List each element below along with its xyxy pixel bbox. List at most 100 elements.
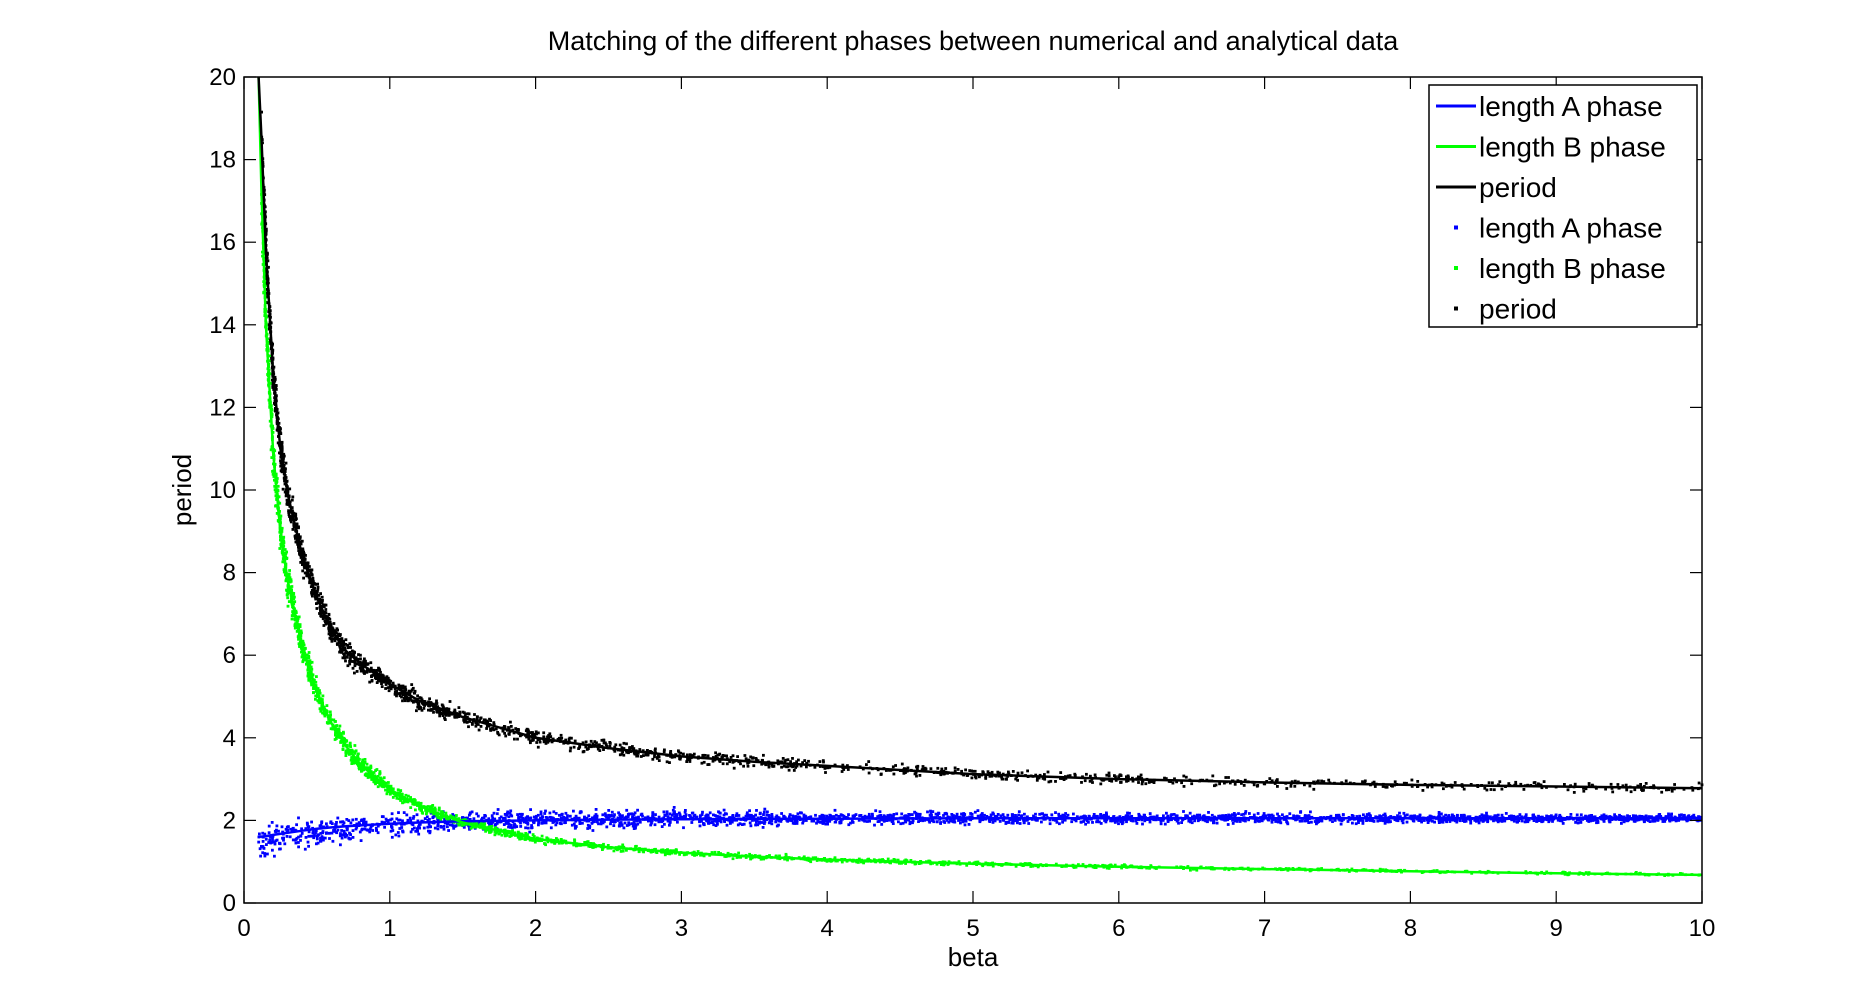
- scatter-point: [492, 723, 496, 727]
- scatter-point: [552, 820, 555, 823]
- scatter-point: [1495, 814, 1499, 818]
- scatter-point: [385, 792, 389, 796]
- scatter-point: [1579, 813, 1583, 817]
- scatter-point: [1634, 814, 1637, 818]
- scatter-point: [362, 822, 365, 825]
- scatter-point: [1462, 787, 1466, 791]
- scatter-point: [1149, 815, 1153, 819]
- scatter-point: [510, 826, 514, 830]
- scatter-point: [722, 813, 726, 817]
- chart-title: Matching of the different phases between…: [548, 26, 1400, 56]
- scatter-point: [1550, 814, 1553, 818]
- scatter-point: [1128, 811, 1131, 815]
- scatter-point: [1620, 822, 1623, 825]
- scatter-point: [521, 816, 525, 820]
- scatter-point: [1486, 819, 1490, 823]
- scatter-point: [370, 775, 373, 779]
- scatter-point: [592, 816, 596, 819]
- scatter-point: [333, 639, 337, 643]
- scatter-point: [297, 835, 300, 839]
- scatter-point: [988, 820, 992, 823]
- scatter-point: [496, 731, 499, 734]
- scatter-point: [423, 817, 427, 820]
- scatter-point: [414, 829, 418, 833]
- scatter-point: [339, 732, 343, 735]
- scatter-point: [498, 817, 502, 820]
- scatter-point: [281, 830, 284, 834]
- scatter-point: [354, 827, 358, 831]
- scatter-point: [867, 812, 871, 816]
- scatter-point: [565, 816, 569, 820]
- scatter-point: [621, 750, 624, 754]
- scatter-point: [441, 714, 445, 717]
- scatter-point: [939, 821, 942, 824]
- scatter-point: [857, 857, 861, 861]
- scatter-point: [754, 813, 757, 817]
- scatter-point: [600, 819, 603, 823]
- scatter-point: [1023, 818, 1026, 822]
- scatter-point: [278, 547, 282, 550]
- scatter-point: [415, 813, 419, 817]
- scatter-point: [1228, 781, 1232, 785]
- scatter-point: [274, 504, 277, 508]
- scatter-point: [310, 568, 314, 572]
- scatter-point: [364, 820, 368, 824]
- scatter-point: [307, 671, 310, 675]
- scatter-point: [470, 810, 474, 814]
- scatter-point: [1405, 820, 1409, 824]
- scatter-point: [395, 796, 399, 800]
- scatter-point: [918, 812, 922, 816]
- scatter-point: [492, 811, 496, 815]
- scatter-point: [273, 478, 276, 482]
- scatter-point: [484, 829, 487, 833]
- scatter-point: [1014, 864, 1018, 868]
- scatter-point: [306, 668, 310, 672]
- scatter-point: [288, 580, 292, 584]
- scatter-point: [506, 820, 510, 824]
- scatter-point: [1339, 822, 1343, 826]
- scatter-point: [894, 764, 897, 767]
- scatter-point: [342, 829, 346, 833]
- scatter-point: [955, 812, 959, 816]
- scatter-point: [1656, 818, 1660, 821]
- scatter-point: [791, 821, 795, 825]
- scatter-point: [585, 816, 589, 820]
- scatter-point: [1514, 815, 1518, 819]
- scatter-point: [344, 835, 347, 839]
- scatter-point: [279, 538, 282, 542]
- scatter-point: [409, 806, 413, 809]
- scatter-point: [267, 831, 271, 835]
- scatter-point: [279, 544, 283, 548]
- scatter-point: [947, 820, 951, 824]
- scatter-point: [978, 820, 982, 824]
- scatter-point: [539, 816, 543, 820]
- scatter-point: [341, 823, 345, 827]
- scatter-point: [1603, 815, 1606, 819]
- scatter-point: [485, 727, 488, 730]
- scatter-point: [302, 576, 305, 580]
- scatter-point: [295, 836, 299, 840]
- scatter-point: [1102, 813, 1106, 817]
- scatter-point: [1500, 820, 1504, 823]
- scatter-point: [1226, 823, 1230, 826]
- scatter-point: [294, 609, 298, 613]
- scatter-point: [737, 851, 740, 855]
- scatter-point: [718, 815, 722, 819]
- scatter-point: [509, 725, 513, 728]
- scatter-point: [1595, 821, 1598, 825]
- scatter-point: [1305, 819, 1309, 822]
- scatter-point: [384, 781, 388, 785]
- scatter-point: [1381, 818, 1385, 821]
- scatter-point: [903, 818, 907, 822]
- scatter-point: [1063, 818, 1067, 822]
- scatter-point: [443, 718, 447, 721]
- scatter-point: [570, 736, 573, 740]
- scatter-point: [1309, 810, 1312, 814]
- scatter-point: [1247, 818, 1250, 822]
- scatter-point: [1320, 818, 1324, 822]
- scatter-point: [422, 826, 426, 830]
- scatter-point: [1575, 818, 1579, 822]
- scatter-point: [368, 775, 372, 779]
- scatter-point: [1022, 821, 1026, 825]
- scatter-point: [554, 823, 558, 827]
